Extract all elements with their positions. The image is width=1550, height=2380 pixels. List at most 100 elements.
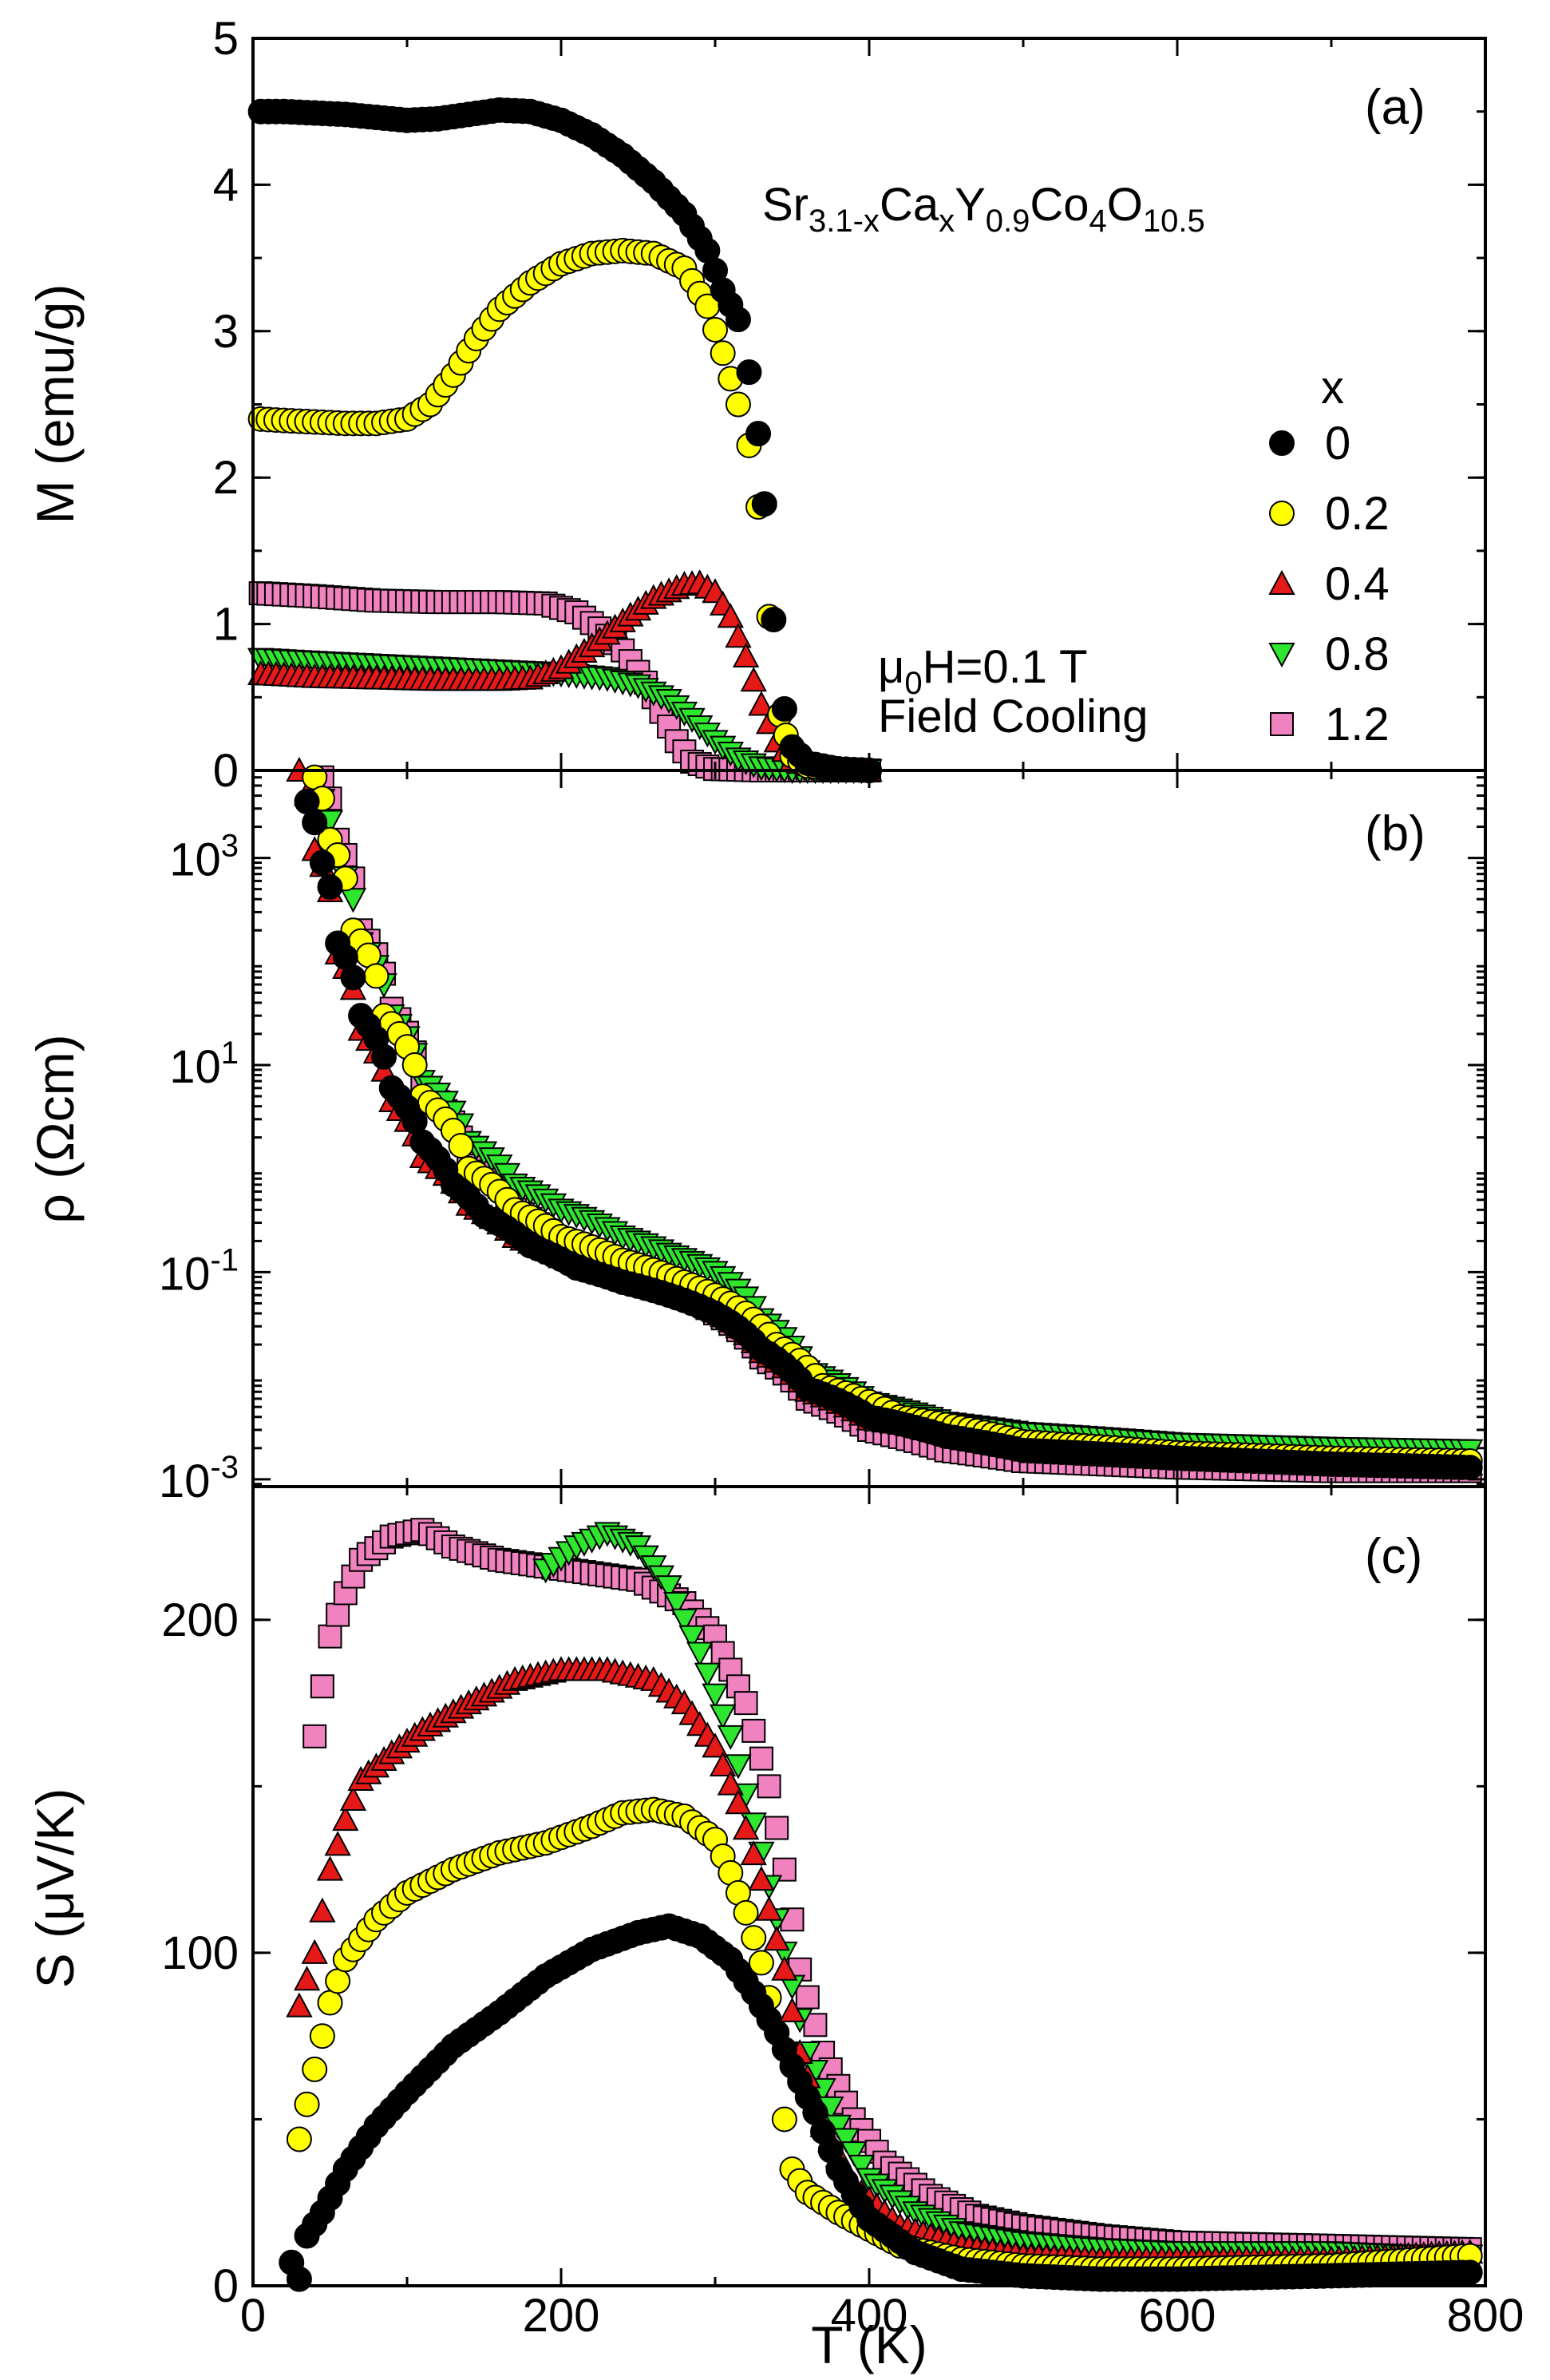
data-point: [709, 1704, 737, 1729]
data-point: [363, 963, 389, 989]
series-0-panel-a: [247, 97, 882, 783]
data-point: [310, 1674, 334, 1699]
y-tick-label: 2: [213, 452, 239, 504]
data-point: [741, 1925, 767, 1951]
y-tick-label: 5: [213, 13, 239, 65]
y-axis-title-b: ρ (Ωcm): [26, 1034, 85, 1223]
data-point: [745, 421, 772, 447]
legend-label: 0.2: [1325, 488, 1390, 540]
y-tick-label: 10-1: [159, 1242, 239, 1300]
data-point: [757, 1774, 781, 1799]
data-point: [332, 1805, 359, 1832]
data-point: [772, 1857, 797, 1882]
panel-label-a: (a): [1365, 80, 1425, 135]
field-cooling-annotation: Field Cooling: [878, 691, 1149, 743]
data-point: [663, 1591, 690, 1618]
legend-marker: [1268, 643, 1295, 668]
series-0-panel-c: [279, 1913, 1483, 2292]
data-point: [771, 695, 797, 722]
data-point: [771, 1955, 798, 1981]
legend-entry: 1.2: [1270, 699, 1390, 750]
data-point: [401, 1052, 428, 1079]
data-point: [755, 1895, 783, 1921]
data-point: [736, 359, 762, 386]
y-tick-label: 100: [161, 1927, 239, 1979]
data-point: [309, 2023, 335, 2049]
data-point: [286, 2126, 312, 2152]
data-point: [678, 1625, 706, 1650]
data-point: [725, 391, 751, 418]
data-point: [725, 307, 751, 333]
legend-label: 0.8: [1325, 628, 1390, 680]
data-point: [309, 849, 335, 876]
plot-layer: [247, 97, 1484, 2292]
x-tick-label: 800: [1447, 2290, 1524, 2342]
y-tick-label: 101: [169, 1036, 239, 1093]
data-point: [717, 603, 744, 628]
data-point: [710, 340, 736, 366]
legend-entry: 0.2: [1269, 488, 1390, 540]
y-tick-label: 1: [213, 599, 239, 651]
data-point: [748, 691, 775, 716]
y-axis-title-a: M (emu/g): [26, 284, 85, 525]
data-point: [1457, 2259, 1483, 2286]
series-0.8-panel-c: [532, 1522, 1484, 2270]
y-tick-label: 10-3: [159, 1450, 239, 1507]
y-tick-label: 4: [213, 159, 239, 211]
legend-entry: 0.4: [1268, 558, 1390, 610]
data-point: [694, 1662, 722, 1688]
data-point: [761, 607, 787, 633]
data-point: [286, 1992, 313, 2018]
data-point: [686, 1641, 714, 1667]
data-point: [733, 1691, 758, 1716]
data-point: [741, 1718, 766, 1743]
data-point: [339, 1785, 367, 1812]
y-tick-label: 0: [213, 2260, 239, 2312]
data-point: [326, 1602, 350, 1627]
legend-label: 1.2: [1325, 699, 1390, 750]
data-point: [725, 1789, 752, 1815]
data-point: [751, 491, 777, 517]
legend-entry: 0: [1269, 418, 1350, 469]
data-point: [748, 1866, 775, 1891]
legend: x 0 0.2 0.4 0.8 1.2: [1268, 362, 1390, 750]
data-point: [778, 1997, 806, 2022]
legend-label: 0: [1325, 418, 1350, 469]
data-point: [339, 888, 367, 913]
y-tick-label: 200: [161, 1594, 239, 1646]
x-tick-label: 400: [831, 2290, 908, 2342]
data-point: [702, 316, 728, 343]
x-tick-label: 200: [523, 2290, 600, 2342]
data-point: [655, 1575, 682, 1601]
data-point: [709, 1751, 737, 1776]
series-1.2-panel-b: [310, 765, 1482, 1483]
data-point: [725, 1754, 752, 1780]
data-point: [317, 873, 343, 900]
y-tick-label: 103: [169, 829, 239, 886]
series-1.2-panel-c: [302, 1518, 1482, 2262]
data-point: [733, 1899, 759, 1926]
x-tick-label: 0: [240, 2290, 266, 2342]
data-point: [717, 1725, 744, 1750]
x-tick-label: 600: [1139, 2290, 1216, 2342]
data-point: [302, 1724, 327, 1748]
data-point: [316, 1855, 344, 1881]
data-point: [740, 667, 767, 692]
data-point: [293, 1966, 321, 1991]
legend-label: 0.4: [1325, 558, 1390, 610]
data-point: [317, 1990, 343, 2016]
data-point: [318, 1624, 342, 1649]
data-point: [670, 1608, 698, 1634]
data-point: [302, 2056, 328, 2082]
tick-layer: 0 1 2 3 4 5 10-3 10-1 101 103 0 100 200 0 200 400 600 800: [159, 13, 1524, 2342]
data-point: [1457, 1455, 1483, 1481]
legend-marker: [1270, 712, 1294, 736]
data-point: [448, 1132, 474, 1158]
legend-marker: [1269, 430, 1295, 456]
data-point: [771, 2106, 797, 2132]
data-point: [740, 1840, 767, 1866]
y-tick-label: 3: [213, 306, 239, 358]
data-point: [732, 1815, 760, 1840]
data-point: [294, 2091, 320, 2117]
